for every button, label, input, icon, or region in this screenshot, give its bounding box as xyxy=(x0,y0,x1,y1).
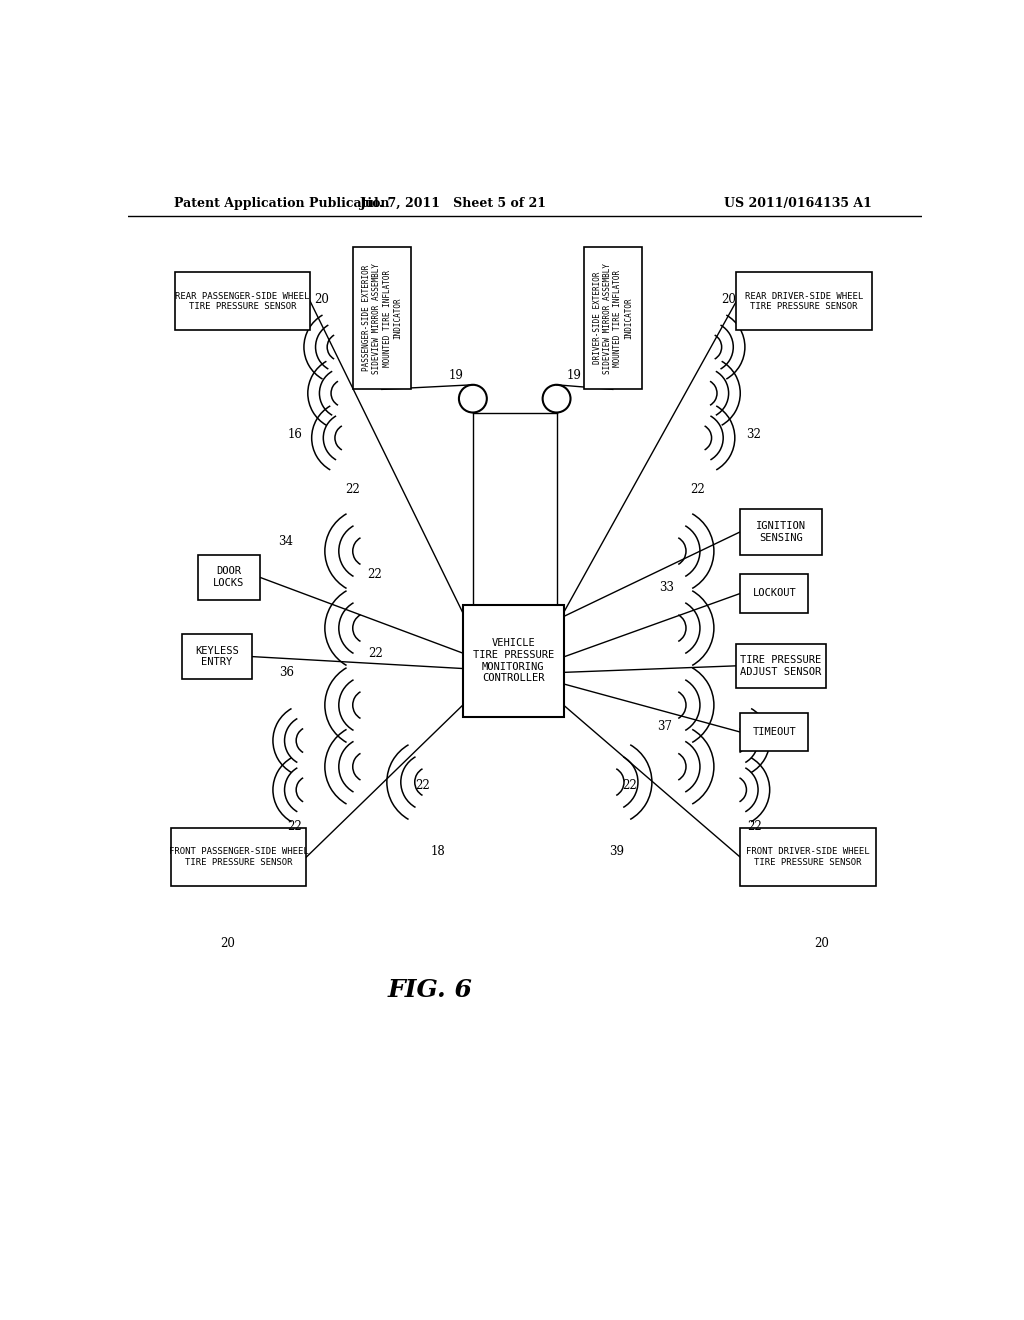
Text: 16: 16 xyxy=(287,428,302,441)
Text: LOCKOUT: LOCKOUT xyxy=(753,589,797,598)
Text: FRONT PASSENGER-SIDE WHEEL
TIRE PRESSURE SENSOR: FRONT PASSENGER-SIDE WHEEL TIRE PRESSURE… xyxy=(169,847,308,867)
Bar xyxy=(740,574,809,612)
Bar xyxy=(736,272,872,330)
Text: IGNITION
SENSING: IGNITION SENSING xyxy=(756,521,806,543)
Text: 22: 22 xyxy=(690,483,705,496)
Text: 18: 18 xyxy=(431,845,445,858)
Text: FRONT DRIVER-SIDE WHEEL
TIRE PRESSURE SENSOR: FRONT DRIVER-SIDE WHEEL TIRE PRESSURE SE… xyxy=(746,847,869,867)
Text: 20: 20 xyxy=(721,293,736,306)
Bar xyxy=(171,829,306,886)
Text: TIMEOUT: TIMEOUT xyxy=(753,727,797,737)
Bar xyxy=(463,605,563,717)
Bar xyxy=(740,508,821,554)
Text: PASSENGER-SIDE EXTERIOR
SIDEVIEW MIRROR ASSEMBLY
MOUNTED TIRE INFLATOR
INDICATOR: PASSENGER-SIDE EXTERIOR SIDEVIEW MIRROR … xyxy=(361,263,401,374)
Text: 22: 22 xyxy=(622,779,637,792)
Bar xyxy=(584,247,642,389)
Text: 34: 34 xyxy=(278,535,293,548)
Text: 20: 20 xyxy=(220,937,234,950)
Text: 20: 20 xyxy=(314,293,329,306)
Text: 22: 22 xyxy=(369,647,383,660)
Text: 22: 22 xyxy=(345,483,360,496)
Bar xyxy=(352,247,411,389)
Text: 33: 33 xyxy=(659,581,674,594)
Text: REAR DRIVER-SIDE WHEEL
TIRE PRESSURE SENSOR: REAR DRIVER-SIDE WHEEL TIRE PRESSURE SEN… xyxy=(745,292,863,312)
Text: KEYLESS
ENTRY: KEYLESS ENTRY xyxy=(196,645,239,668)
Text: 19: 19 xyxy=(566,370,581,381)
Bar xyxy=(740,713,809,751)
Bar xyxy=(182,635,252,678)
Text: Patent Application Publication: Patent Application Publication xyxy=(174,197,390,210)
Text: Jul. 7, 2011   Sheet 5 of 21: Jul. 7, 2011 Sheet 5 of 21 xyxy=(360,197,547,210)
Bar xyxy=(198,554,260,599)
Bar xyxy=(174,272,310,330)
Text: 36: 36 xyxy=(280,667,294,680)
Text: 20: 20 xyxy=(814,937,829,950)
Text: 37: 37 xyxy=(656,721,672,733)
Text: FIG. 6: FIG. 6 xyxy=(388,978,473,1002)
Text: 22: 22 xyxy=(746,820,762,833)
Text: US 2011/0164135 A1: US 2011/0164135 A1 xyxy=(724,197,872,210)
Text: 19: 19 xyxy=(449,370,463,381)
Text: DRIVER-SIDE EXTERIOR
SIDEVIEW MIRROR ASSEMBLY
MOUNTED TIRE INFLATOR
INDICATOR: DRIVER-SIDE EXTERIOR SIDEVIEW MIRROR ASS… xyxy=(593,263,633,374)
Text: VEHICLE
TIRE PRESSURE
MONITORING
CONTROLLER: VEHICLE TIRE PRESSURE MONITORING CONTROL… xyxy=(472,639,554,684)
Bar xyxy=(736,644,825,688)
Text: 22: 22 xyxy=(288,820,302,833)
Bar xyxy=(740,829,876,886)
Text: 22: 22 xyxy=(367,568,382,581)
Text: 32: 32 xyxy=(746,428,761,441)
Text: REAR PASSENGER-SIDE WHEEL
TIRE PRESSURE SENSOR: REAR PASSENGER-SIDE WHEEL TIRE PRESSURE … xyxy=(175,292,309,312)
Text: DOOR
LOCKS: DOOR LOCKS xyxy=(213,566,245,589)
Text: 39: 39 xyxy=(608,845,624,858)
Text: 22: 22 xyxy=(415,779,430,792)
Text: TIRE PRESSURE
ADJUST SENSOR: TIRE PRESSURE ADJUST SENSOR xyxy=(740,655,821,677)
